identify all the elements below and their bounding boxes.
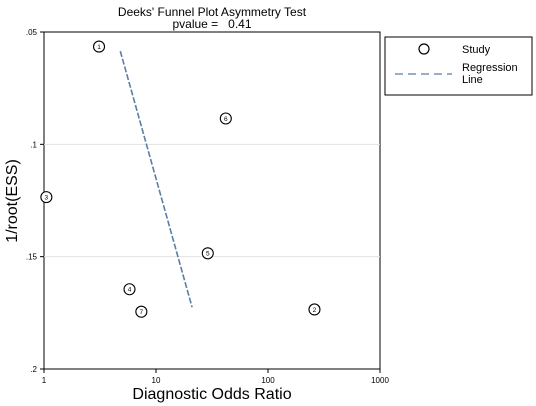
study-point: 7 [135,305,148,318]
study-id-label: 2 [313,307,317,314]
study-marker [123,283,136,296]
legend-box [384,36,533,96]
x-axis-label: Diagnostic Odds Ratio [132,386,291,403]
study-marker [219,112,232,125]
legend-regression-label: Regression Line [462,62,518,86]
plot-area: 1 2 3 4 5 6 7 [40,31,381,370]
x-tick-label: 1000 [371,376,389,385]
x-tick-label: 100 [261,376,275,385]
study-marker [308,303,321,316]
study-marker [40,191,53,204]
y-axis-label: 1/root(ESS) [4,159,21,243]
study-marker [92,40,106,53]
chart-pvalue: pvalue = 0.41 [172,17,251,31]
y-tick-label: .1 [30,140,37,149]
study-point: 4 [123,283,136,296]
y-tick-label: .15 [26,253,38,262]
study-id-label: 1 [97,44,101,51]
study-marker [135,305,148,318]
legend-study-label: Study [462,44,491,56]
x-axis-ticks: 1 10 100 1000 [42,369,389,385]
study-point: 2 [308,303,321,316]
study-point: 3 [40,191,53,204]
chart-title: Deeks' Funnel Plot Asymmetry Test [118,5,307,19]
study-id-label: 3 [45,195,49,202]
regression-layer [119,50,193,308]
regression-line [119,50,193,308]
study-id-label: 7 [140,309,144,316]
plot-frame [43,31,381,370]
y-axis-ticks: .05 .1 .15 .2 [26,28,44,374]
y-tick-label: .05 [26,28,38,37]
study-id-label: 4 [128,287,132,294]
study-id-label: 5 [206,251,210,258]
study-points: 1 2 3 4 5 6 7 [40,40,321,318]
x-tick-label: 10 [152,376,161,385]
study-point: 5 [201,247,214,260]
study-marker [201,247,214,260]
study-point: 6 [219,112,232,125]
x-tick-label: 1 [42,376,47,385]
legend: Study Regression Line [384,36,533,96]
study-id-label: 6 [224,116,228,123]
study-point: 1 [92,40,106,53]
y-tick-label: .2 [30,365,37,374]
legend-study-marker [418,43,430,55]
